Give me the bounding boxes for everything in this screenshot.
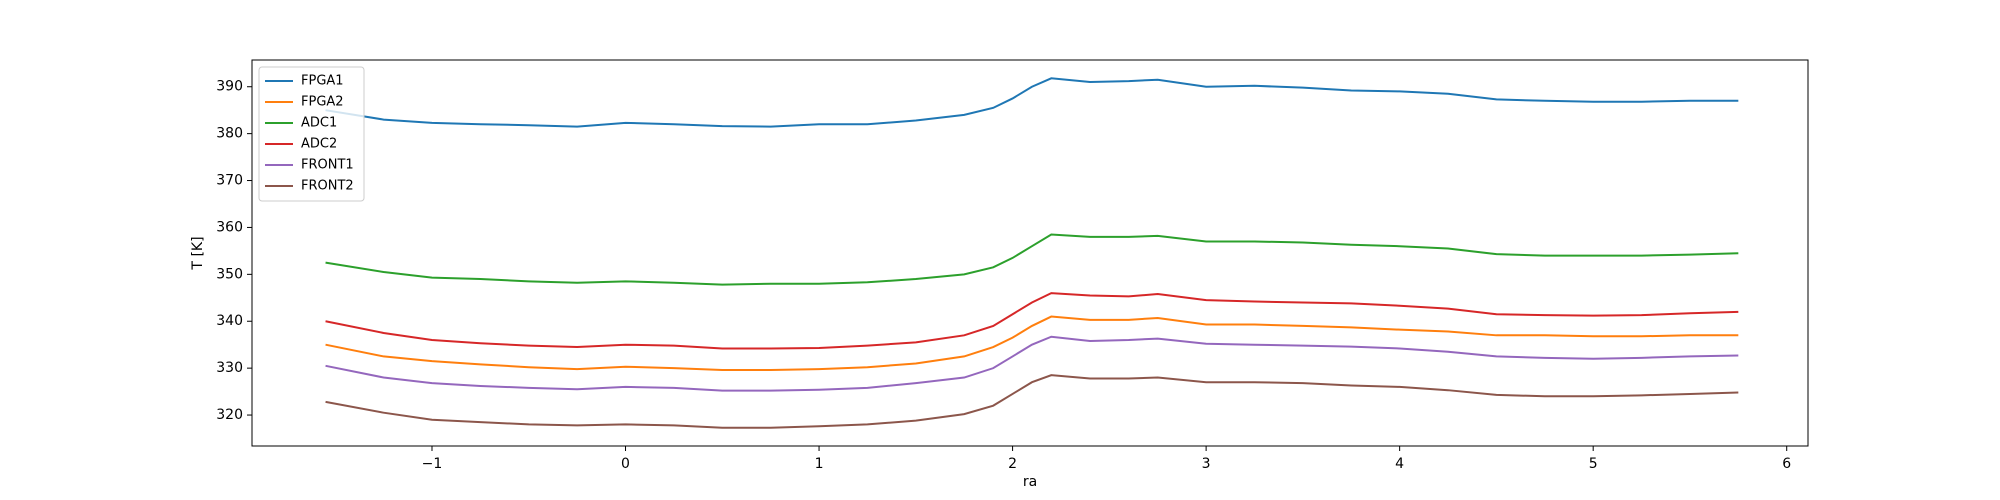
- series-line: [325, 233, 1739, 286]
- x-tick-label: 1: [815, 456, 824, 472]
- y-tick-label: 320: [216, 407, 243, 423]
- legend-label: ADC1: [301, 116, 337, 131]
- legend-label: FPGA2: [301, 95, 344, 110]
- series-line: [325, 292, 1739, 350]
- series-line: [325, 374, 1739, 429]
- legend-label: ADC2: [301, 137, 337, 152]
- y-tick-label: 350: [216, 266, 243, 282]
- y-tick-label: 390: [216, 79, 243, 95]
- series-line: [325, 335, 1739, 392]
- x-tick-label: −1: [422, 456, 443, 472]
- x-tick-label: 5: [1589, 456, 1598, 472]
- series-line: [325, 315, 1739, 372]
- y-tick-label: 380: [216, 126, 243, 142]
- y-tick-label: 370: [216, 173, 243, 189]
- y-tick-label: 360: [216, 219, 243, 235]
- y-axis-label: T [K]: [190, 236, 206, 270]
- legend-box: [258, 66, 365, 202]
- x-tick-label: 0: [621, 456, 630, 472]
- x-tick-label: 3: [1202, 456, 1211, 472]
- series-line: [325, 77, 1739, 128]
- y-tick-label: 330: [216, 360, 243, 376]
- legend-label: FRONT2: [301, 179, 354, 194]
- x-tick-label: 2: [1008, 456, 1017, 472]
- plot-frame: [251, 59, 1809, 447]
- x-axis-label: ra: [1023, 474, 1037, 490]
- legend-label: FRONT1: [301, 158, 354, 173]
- y-tick-label: 340: [216, 313, 243, 329]
- x-tick-label: 6: [1782, 456, 1791, 472]
- legend-label: FPGA1: [301, 74, 344, 89]
- x-tick-label: 4: [1395, 456, 1404, 472]
